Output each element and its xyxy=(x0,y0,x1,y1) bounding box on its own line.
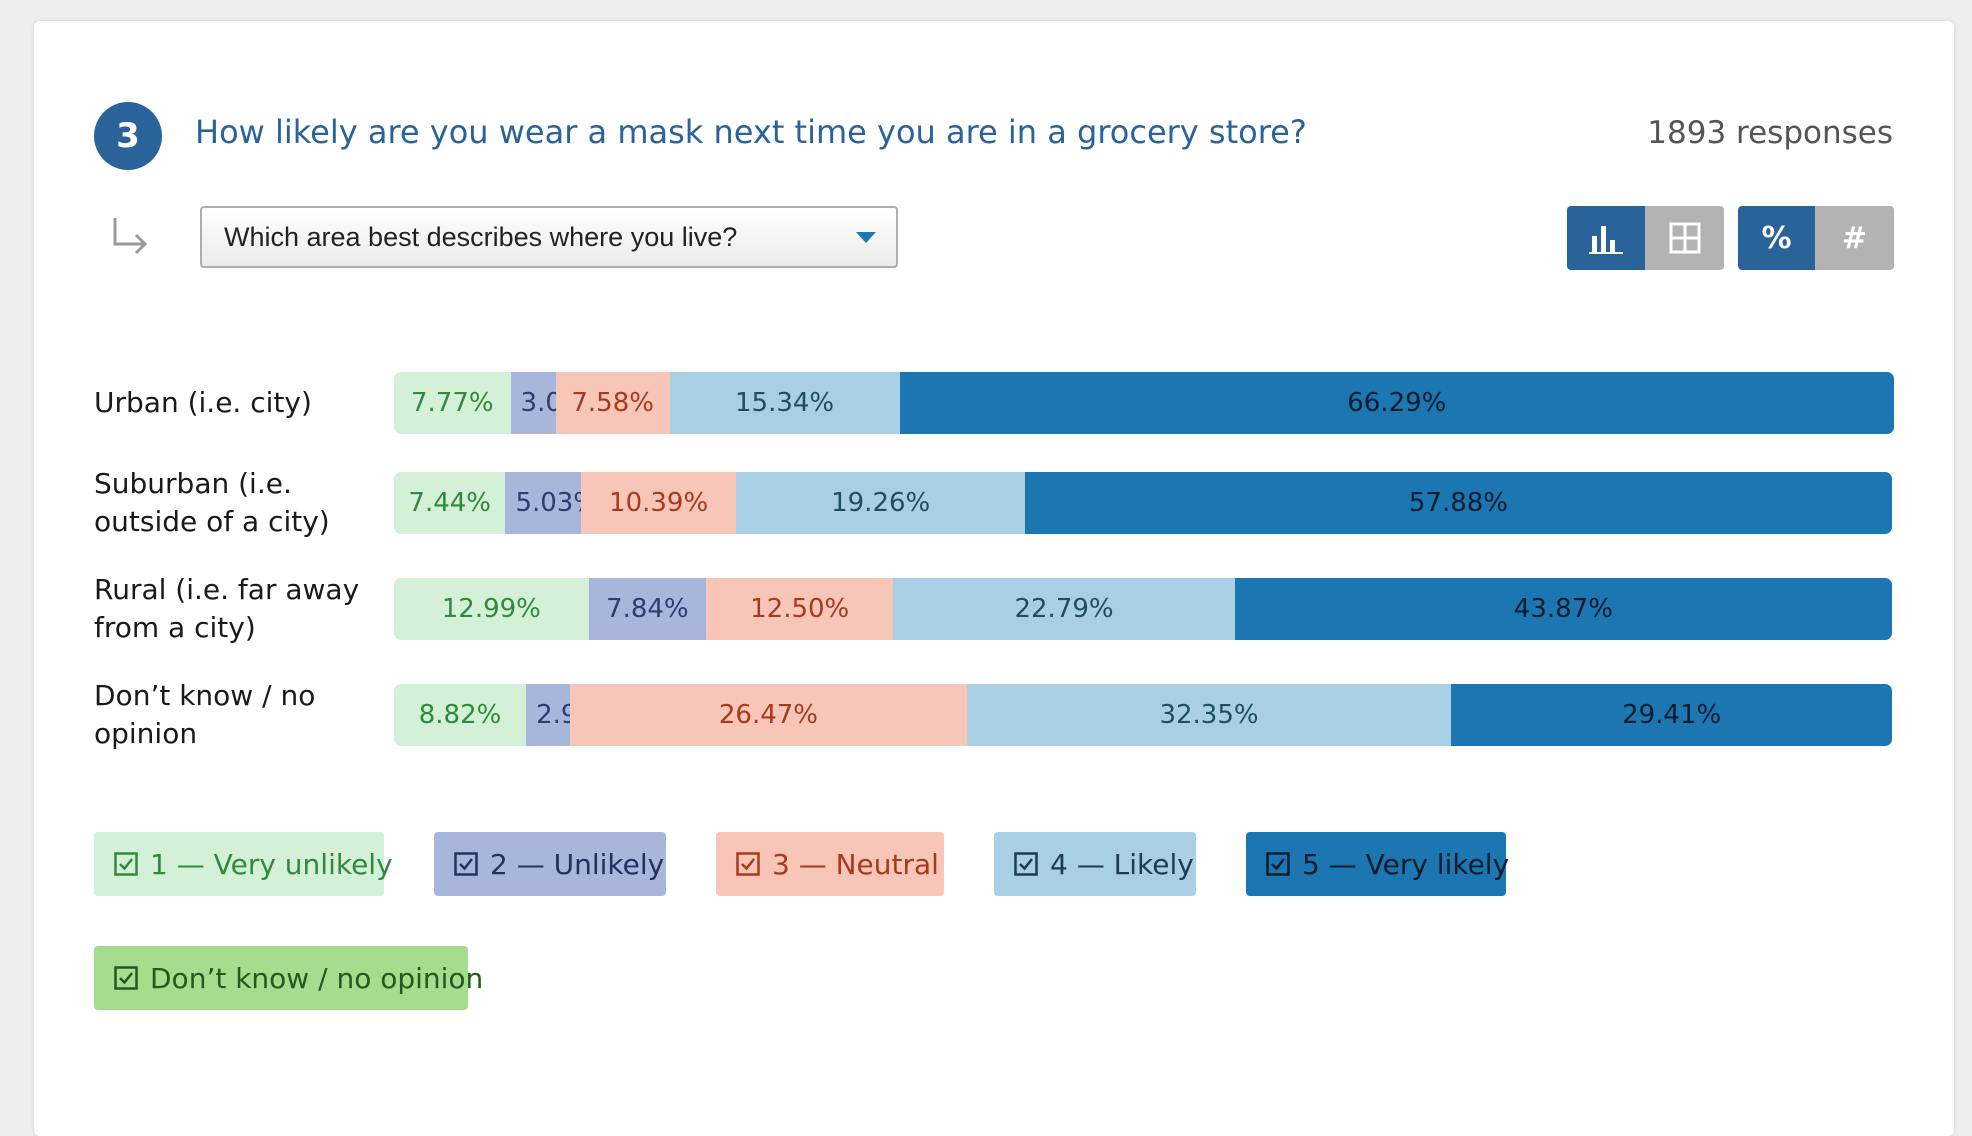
legend-very-unlikely[interactable]: 1 — Very unlikely xyxy=(94,832,393,896)
bar-segment-very-likely: 66.29% xyxy=(899,372,1894,434)
bar-segment-label: 26.47% xyxy=(718,700,818,730)
bar-segment-label: 3.02% xyxy=(520,388,556,418)
percent-label: % xyxy=(1761,220,1792,256)
row-label-urban: Urban (i.e. city) xyxy=(94,386,312,419)
percent-mode-button[interactable]: % xyxy=(1738,206,1815,270)
chart-view-button[interactable] xyxy=(1567,206,1645,270)
bar-segment-label: 7.58% xyxy=(571,388,654,418)
bar-segment-neutral: 12.50% xyxy=(706,578,894,640)
bar-segment-label: 2.94% xyxy=(536,700,571,730)
checkbox-checked-icon xyxy=(1266,852,1290,876)
bar-segment-label: 8.82% xyxy=(418,700,502,730)
bar-segment-likely: 22.79% xyxy=(893,578,1235,640)
checkbox-checked-icon xyxy=(114,966,138,990)
bar-chart-icon xyxy=(1589,226,1623,254)
legend-dont-know[interactable]: Don’t know / no opinion xyxy=(94,946,483,1010)
chevron-down-icon xyxy=(856,232,876,243)
checkbox-checked-icon xyxy=(114,852,138,876)
count-label: # xyxy=(1841,220,1868,256)
bar-segment-label: 22.79% xyxy=(1014,594,1114,624)
legend-label: Don’t know / no opinion xyxy=(150,961,484,995)
legend-very-likely[interactable]: 5 — Very likely xyxy=(1246,832,1510,896)
legend-label: 1 — Very unlikely xyxy=(150,847,393,881)
stacked-bar-urban: 7.77% 3.02% 7.58% 15.34% 66.29% xyxy=(394,372,1894,434)
bar-segment-unlikely: 5.03% xyxy=(505,472,581,534)
bar-segment-unlikely: 3.02% xyxy=(510,372,556,434)
stacked-bar-dont-know: 8.82% 2.94% 26.47% 32.35% 29.41% xyxy=(394,684,1892,746)
bar-segment-label: 15.34% xyxy=(735,388,835,418)
bar-segment-likely: 32.35% xyxy=(966,684,1452,746)
bar-segment-very-unlikely: 8.82% xyxy=(394,684,527,746)
response-count: 1893 responses xyxy=(1647,115,1893,151)
legend-neutral[interactable]: 3 — Neutral xyxy=(716,832,944,896)
question-number-badge: 3 xyxy=(94,102,162,170)
bar-segment-label: 32.35% xyxy=(1159,700,1259,730)
bar-segment-unlikely: 7.84% xyxy=(588,578,707,640)
bar-segment-very-likely: 43.87% xyxy=(1234,578,1892,640)
bar-segment-very-unlikely: 7.44% xyxy=(394,472,506,534)
bar-segment-label: 5.03% xyxy=(515,488,580,518)
bar-segment-label: 66.29% xyxy=(1347,388,1447,418)
bar-segment-label: 57.88% xyxy=(1408,488,1508,518)
bar-segment-label: 7.44% xyxy=(408,488,492,518)
bar-segment-label: 12.50% xyxy=(750,594,850,624)
bar-segment-very-unlikely: 7.77% xyxy=(394,372,511,434)
bar-segment-neutral: 10.39% xyxy=(580,472,737,534)
bar-segment-likely: 15.34% xyxy=(669,372,900,434)
bar-segment-neutral: 7.58% xyxy=(555,372,670,434)
legend-label: 4 — Likely xyxy=(1050,847,1194,881)
question-title: How likely are you wear a mask next time… xyxy=(195,113,1307,151)
legend-label: 5 — Very likely xyxy=(1302,847,1510,881)
bar-segment-label: 29.41% xyxy=(1622,700,1722,730)
bar-segment-label: 7.84% xyxy=(606,594,689,624)
row-label-rural: Rural (i.e. far away from a city) xyxy=(94,573,360,644)
checkbox-checked-icon xyxy=(1014,852,1038,876)
checkbox-checked-icon xyxy=(454,852,478,876)
row-label-dont-know: Don’t know / no opinion xyxy=(94,679,316,750)
count-mode-button[interactable]: # xyxy=(1815,206,1894,270)
checkbox-checked-icon xyxy=(736,852,760,876)
filter-dropdown[interactable]: Which area best describes where you live… xyxy=(200,206,898,268)
bar-segment-very-likely: 29.41% xyxy=(1451,684,1892,746)
row-label-suburban: Suburban (i.e. outside of a city) xyxy=(94,467,330,538)
legend-unlikely[interactable]: 2 — Unlikely xyxy=(434,832,666,896)
filter-dropdown-value: Which area best describes where you live… xyxy=(224,221,738,252)
bar-segment-label: 12.99% xyxy=(441,594,541,624)
stacked-bar-suburban: 7.44% 5.03% 10.39% 19.26% 57.88% xyxy=(394,472,1892,534)
legend-likely[interactable]: 4 — Likely xyxy=(994,832,1196,896)
bar-segment-likely: 19.26% xyxy=(736,472,1025,534)
grid-table-icon xyxy=(1669,222,1700,254)
stacked-bar-rural: 12.99% 7.84% 12.50% 22.79% 43.87% xyxy=(394,578,1892,640)
bar-segment-neutral: 26.47% xyxy=(570,684,967,746)
bar-segment-label: 43.87% xyxy=(1513,594,1613,624)
subdirectory-arrow-icon xyxy=(113,218,148,255)
bar-segment-label: 10.39% xyxy=(609,488,709,518)
table-view-button[interactable] xyxy=(1645,206,1724,270)
bar-segment-very-unlikely: 12.99% xyxy=(394,578,589,640)
bar-segment-very-likely: 57.88% xyxy=(1024,472,1892,534)
bar-segment-label: 7.77% xyxy=(410,388,494,418)
legend-label: 3 — Neutral xyxy=(772,847,939,881)
bar-segment-unlikely: 2.94% xyxy=(526,684,571,746)
legend-label: 2 — Unlikely xyxy=(490,847,665,881)
bar-segment-label: 19.26% xyxy=(831,488,931,518)
